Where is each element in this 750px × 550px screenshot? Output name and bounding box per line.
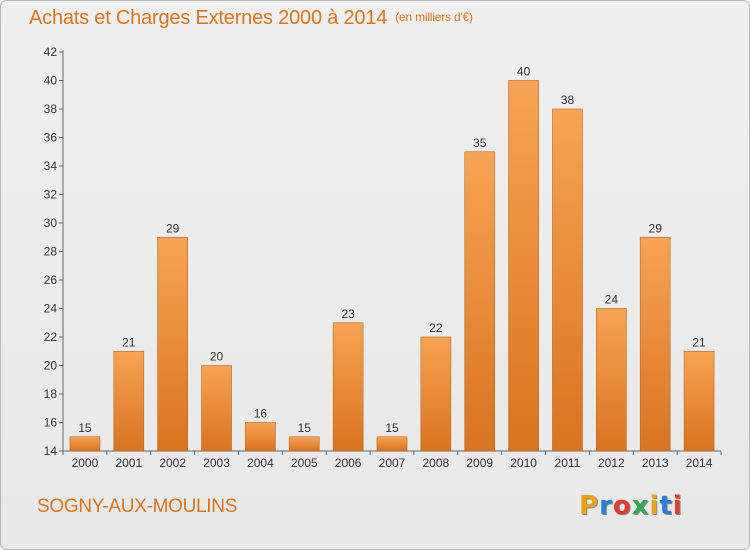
bar-2003 [201,365,232,452]
x-tick-label: 2013 [642,456,669,470]
logo-letter: x [631,491,650,521]
chart-bars: 15 21 29 20 16 15 23 15 22 35 40 38 24 29 21 [69,65,715,452]
y-tick-label: 20 [44,359,58,373]
bar-value-label: 35 [473,136,487,150]
bar-2012 [596,308,627,452]
bar-2000 [69,436,101,452]
y-tick: 16 [44,416,63,430]
x-tick-label: 2006 [335,456,362,470]
logo-letter: o [612,491,632,521]
y-tick-label: 30 [44,216,58,230]
logo-letter: t [659,491,673,521]
bar-2006 [332,322,364,452]
chart-title-text: Achats et Charges Externes 2000 à 2014 [29,7,388,29]
x-tick-label: 2000 [72,456,99,470]
x-tick-label: 2005 [291,456,318,470]
bar-value-label: 24 [605,293,619,307]
bar-value-label: 15 [385,421,399,435]
y-tick: 32 [44,188,63,202]
bar-value-label: 21 [122,335,136,349]
bar-2002 [157,236,188,452]
y-tick: 34 [44,159,63,173]
bar-2011 [552,108,583,452]
y-tick-label: 38 [44,102,58,116]
bar-2005 [288,436,320,452]
y-tick-label: 40 [44,74,58,88]
bar-2010 [508,80,539,452]
bar-value-label: 15 [78,421,92,435]
bar-value-label: 16 [254,407,268,421]
y-tick: 20 [44,359,63,373]
x-tick-label: 2002 [159,456,186,470]
y-tick: 42 [44,45,63,59]
y-tick-label: 26 [44,273,58,287]
x-tick-label: 2007 [379,456,406,470]
logo-letter: r [599,491,613,521]
logo-letter: i [649,491,660,521]
bar-value-label: 23 [341,307,355,321]
y-tick-label: 14 [44,444,58,458]
x-tick-label: 2014 [686,456,713,470]
y-tick-label: 42 [44,45,58,59]
y-tick-label: 36 [44,131,58,145]
y-tick-label: 18 [44,387,58,401]
x-tick-label: 2010 [510,456,537,470]
chart-subtitle: (en milliers d'€) [395,10,473,24]
y-tick: 30 [44,216,63,230]
bar-value-label: 38 [561,93,575,107]
y-tick-label: 34 [44,159,58,173]
y-tick: 24 [44,302,63,316]
bar-value-label: 15 [298,421,312,435]
bar-value-label: 21 [692,335,706,349]
bar-2004 [245,422,276,452]
y-tick-label: 22 [44,330,58,344]
logo-letter: i [672,491,683,521]
y-tick: 36 [44,131,63,145]
bar-2007 [376,436,408,452]
x-tick-label: 2003 [203,456,230,470]
y-tick-label: 32 [44,188,58,202]
y-tick: 26 [44,273,63,287]
town-name: SOGNY-AUX-MOULINS [37,496,238,517]
x-tick-label: 2011 [555,456,581,470]
x-tick-label: 2001 [115,456,142,470]
bar-value-label: 40 [517,65,531,79]
chart-title: Achats et Charges Externes 2000 à 2014 (e… [29,7,473,30]
y-tick-label: 28 [44,245,58,259]
proxiti-logo: Proxiti [579,491,683,521]
y-tick: 40 [44,74,63,88]
y-tick: 28 [44,245,63,259]
y-tick-label: 16 [44,416,58,430]
x-tick-label: 2009 [466,456,493,470]
y-tick-label: 24 [44,302,58,316]
x-tick-label: 2004 [247,456,274,470]
bar-value-label: 29 [649,221,663,235]
bar-2009 [464,151,496,452]
y-tick: 22 [44,330,63,344]
logo-letter: P [579,491,600,521]
y-tick: 38 [44,102,63,116]
bar-value-label: 29 [166,221,180,235]
bar-value-label: 20 [210,350,224,364]
y-tick: 18 [44,387,63,401]
bar-2013 [639,236,671,452]
x-tick-label: 2008 [423,456,450,470]
bar-2008 [420,336,452,452]
bar-2014 [683,350,715,452]
y-tick: 14 [44,444,63,458]
x-tick-label: 2012 [598,456,625,470]
bar-2001 [113,350,145,452]
bar-value-label: 22 [429,321,443,335]
